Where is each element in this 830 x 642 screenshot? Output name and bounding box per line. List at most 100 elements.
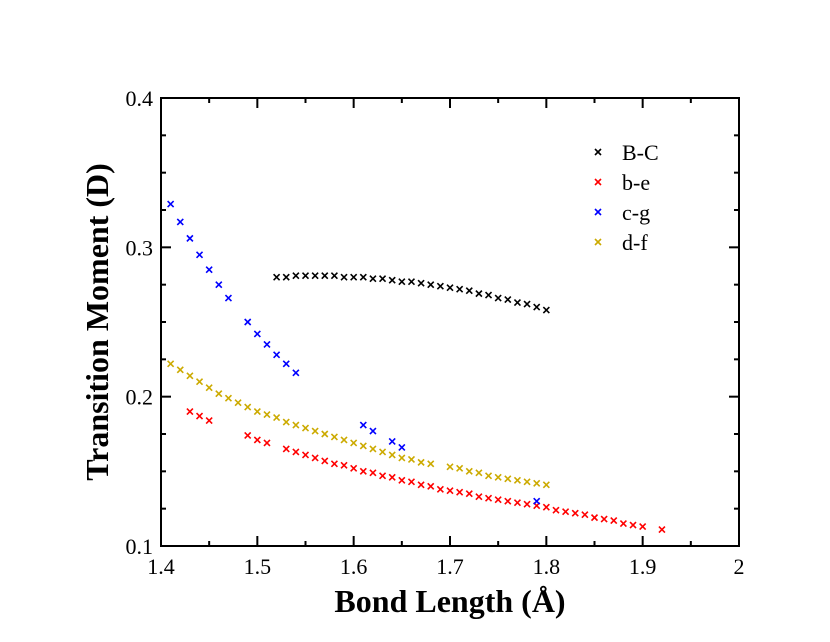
data-point-d-f <box>321 430 329 438</box>
x-tick-label: 1.7 <box>436 554 464 579</box>
data-point-b-e <box>244 431 252 440</box>
data-point-d-f <box>244 403 252 411</box>
data-point-d-f <box>282 418 290 426</box>
data-point-b-e <box>494 496 502 504</box>
data-point-d-f <box>263 411 271 419</box>
legend-label-d-f: d-f <box>622 230 648 255</box>
data-point-d-f <box>456 464 464 472</box>
data-point-b-c <box>398 278 406 286</box>
data-point-d-f <box>311 427 319 435</box>
data-point-d-f <box>504 475 512 483</box>
data-point-b-e <box>475 493 483 501</box>
data-point-b-e <box>369 469 377 477</box>
data-point-c-g <box>263 340 271 348</box>
data-point-d-f <box>398 454 406 462</box>
data-point-b-c <box>321 272 329 280</box>
data-point-b-c <box>388 276 396 284</box>
data-point-b-c <box>456 285 464 293</box>
legend-label-b-c: B-C <box>622 140 659 165</box>
data-point-d-f <box>417 458 425 466</box>
data-point-b-c <box>475 290 483 298</box>
data-point-b-e <box>590 514 599 522</box>
data-point-d-f <box>330 433 338 441</box>
data-point-c-g <box>292 369 300 377</box>
data-point-b-e <box>542 503 550 511</box>
data-point-b-e <box>330 460 338 468</box>
data-point-b-c <box>523 300 531 308</box>
y-axis-title: Transition Moment (D) <box>79 163 115 481</box>
data-point-c-g <box>215 281 223 289</box>
x-tick-label: 2 <box>734 554 745 579</box>
data-point-d-f <box>273 414 281 422</box>
data-point-b-e <box>610 517 618 525</box>
data-point-d-f <box>359 442 367 450</box>
data-point-b-c <box>504 296 512 304</box>
data-point-b-e <box>639 523 647 531</box>
data-point-d-f <box>195 378 204 386</box>
data-point-d-f <box>513 476 521 484</box>
data-point-b-c <box>533 303 541 311</box>
data-point-b-c <box>301 272 310 280</box>
data-point-b-e <box>359 467 367 475</box>
data-point-b-c <box>484 291 493 299</box>
data-point-b-e <box>388 473 396 481</box>
y-tick-label: 0.1 <box>126 534 154 559</box>
data-point-b-c <box>369 275 377 283</box>
data-point-d-f <box>379 448 387 456</box>
y-tick-label: 0.4 <box>126 86 154 111</box>
data-point-b-c <box>340 273 348 281</box>
data-point-b-e <box>619 520 627 528</box>
x-tick-label: 1.8 <box>533 554 561 579</box>
legend: B-C b-e c-g d-f <box>594 140 659 255</box>
data-point-d-f <box>465 467 473 475</box>
data-point-c-g <box>186 234 194 242</box>
data-point-d-f <box>253 408 261 416</box>
data-point-b-c <box>436 282 444 290</box>
data-point-b-e <box>350 464 358 472</box>
data-point-b-c <box>359 273 367 281</box>
data-point-b-e <box>629 521 637 529</box>
data-point-b-e <box>321 457 329 465</box>
data-point-c-g <box>244 318 252 326</box>
data-point-b-e <box>456 488 464 496</box>
legend-marker-b-c <box>594 148 602 156</box>
data-point-d-f <box>224 394 232 402</box>
data-point-d-f <box>369 445 377 453</box>
data-point-d-f <box>350 439 358 447</box>
data-point-d-f <box>167 360 175 368</box>
data-point-d-f <box>176 366 184 374</box>
data-point-c-g <box>398 443 406 452</box>
data-point-d-f <box>484 472 493 480</box>
data-point-b-c <box>379 275 387 283</box>
data-point-c-g <box>176 218 184 226</box>
data-point-b-e <box>427 482 435 490</box>
data-point-d-f <box>301 424 310 432</box>
data-point-b-c <box>417 279 425 287</box>
data-point-b-e <box>571 509 579 517</box>
data-point-b-c <box>311 272 319 280</box>
x-tick-label: 1.4 <box>147 554 175 579</box>
y-tick-label: 0.2 <box>126 385 154 410</box>
data-point-b-e <box>301 451 310 459</box>
data-point-c-g <box>369 427 377 435</box>
legend-label-b-e: b-e <box>622 170 650 195</box>
tick-labels: 1.4 1.5 1.6 1.7 1.8 1.9 2 0.1 0.2 0.3 0.4 <box>126 86 745 579</box>
data-point-b-c <box>513 299 521 307</box>
data-point-d-f <box>475 469 483 477</box>
data-point-b-e <box>552 506 560 514</box>
data-point-b-e <box>263 439 271 447</box>
data-point-d-f <box>427 460 435 468</box>
data-point-d-f <box>388 451 396 459</box>
data-point-b-c <box>273 273 281 281</box>
data-point-b-c <box>427 281 435 289</box>
x-tick-label: 1.9 <box>629 554 657 579</box>
data-point-d-f <box>215 390 223 398</box>
data-point-b-e <box>513 499 521 507</box>
data-point-d-f <box>340 436 348 444</box>
data-point-b-e <box>446 487 454 495</box>
data-point-b-e <box>398 476 406 484</box>
data-point-b-e <box>658 526 666 534</box>
data-point-b-c <box>446 284 454 292</box>
x-tick-label: 1.6 <box>340 554 368 579</box>
